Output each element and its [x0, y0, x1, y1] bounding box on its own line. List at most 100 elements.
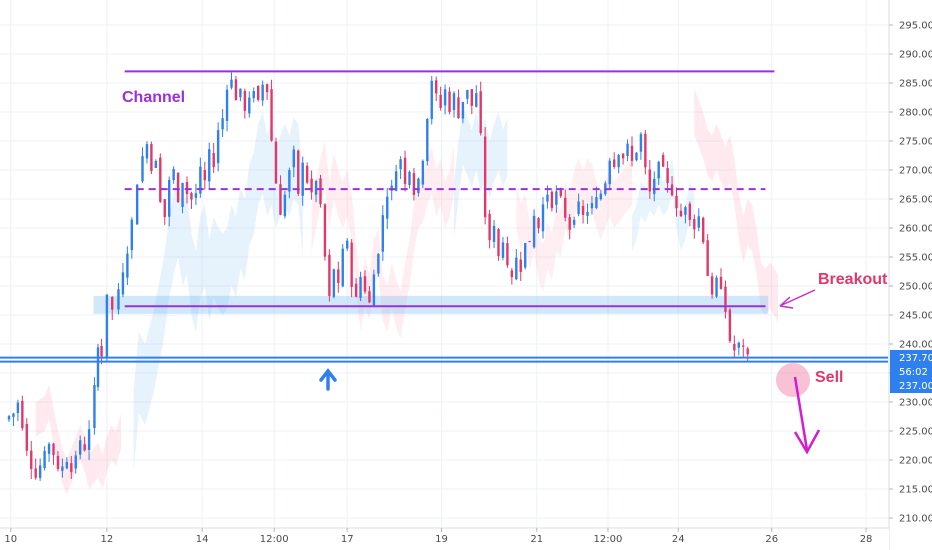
- candle-body: [105, 294, 109, 358]
- candle-body: [328, 254, 331, 296]
- candle-body: [724, 286, 727, 312]
- candle-body: [608, 160, 611, 185]
- channel-levels: [0, 70, 888, 363]
- candle-body: [288, 170, 291, 192]
- candle-body: [100, 345, 103, 357]
- candlestick-series: [7, 72, 749, 481]
- candle-body: [381, 215, 384, 252]
- time-axis-bg: [0, 528, 889, 550]
- candle-body: [466, 90, 469, 99]
- candle-body: [661, 155, 665, 167]
- time-axis[interactable]: 10 12 14 12:00 17 19 21 12:00 24 26 28: [0, 527, 889, 550]
- candle-body: [225, 89, 229, 121]
- candle-body: [537, 218, 540, 229]
- support-zone: [93, 295, 769, 314]
- candle-body: [239, 88, 242, 98]
- candle-body: [126, 253, 129, 278]
- price-tick-label: 275.00: [899, 137, 932, 148]
- cloud-band: [454, 106, 508, 240]
- price-label-box: [890, 350, 932, 393]
- candle-body: [292, 149, 295, 168]
- candle-body: [426, 118, 429, 162]
- price-tick-label: 295.00: [899, 21, 932, 32]
- candle-body: [194, 193, 198, 198]
- candle-body: [52, 443, 55, 456]
- candle-body: [439, 94, 442, 108]
- candle-body: [96, 347, 100, 388]
- candle-body: [310, 178, 313, 193]
- candle-body: [83, 444, 86, 451]
- candle-body: [252, 91, 255, 99]
- candle-body: [135, 184, 139, 225]
- candle-body: [693, 219, 696, 230]
- current-price-label: 237.70: [899, 353, 932, 364]
- time-tick-label: 12:00: [260, 534, 289, 545]
- candle-body: [412, 173, 416, 195]
- candle-body: [61, 466, 64, 471]
- candle-body: [243, 91, 247, 111]
- candle-body: [581, 205, 585, 215]
- price-tick-label: 225.00: [899, 427, 932, 438]
- candle-body: [626, 143, 629, 157]
- candle-body: [12, 413, 15, 417]
- sell-arrow-line: [793, 376, 809, 451]
- candle-body: [216, 130, 220, 164]
- time-tick-label: 24: [672, 534, 685, 545]
- candle-body: [70, 463, 73, 473]
- candle-body: [524, 243, 527, 268]
- price-tick-label: 215.00: [899, 485, 932, 496]
- candle-body: [399, 159, 402, 170]
- candle-body: [163, 199, 166, 217]
- breakout-arrow-head: [779, 296, 794, 309]
- candle-body: [168, 179, 171, 217]
- countdown-label: 56:02: [899, 367, 928, 378]
- support-zone-band: [93, 295, 769, 314]
- candle-body: [448, 91, 451, 113]
- price-axis[interactable]: 295.00 290.00 285.00 280.00 275.00 270.00 265.…: [888, 0, 932, 550]
- candle-body: [742, 345, 745, 347]
- candle-body: [639, 134, 643, 152]
- candle-body: [621, 153, 625, 159]
- candle-body: [550, 191, 554, 209]
- candle-body: [599, 193, 603, 200]
- candle-body: [117, 289, 120, 310]
- candle-body: [546, 194, 549, 202]
- candle-body: [190, 193, 193, 200]
- candle-body: [341, 248, 344, 287]
- candle-body: [461, 101, 465, 119]
- price-tick-label: 280.00: [899, 108, 932, 119]
- candle-body: [145, 144, 149, 159]
- candle-body: [34, 468, 37, 478]
- candle-body: [497, 229, 500, 257]
- candle-body: [648, 169, 651, 192]
- candle-body: [305, 165, 309, 183]
- time-tick-label: 14: [196, 534, 209, 545]
- candle-body: [506, 243, 509, 266]
- time-tick-label: 17: [341, 534, 354, 545]
- candle-body: [733, 343, 736, 351]
- candle-body: [279, 184, 282, 215]
- chart-annotations: Channel Breakout Sell: [122, 89, 888, 455]
- candle-body: [359, 276, 362, 298]
- candle-body: [38, 465, 42, 478]
- candle-body: [93, 384, 96, 429]
- candle-body: [377, 253, 380, 274]
- candle-body: [568, 217, 571, 230]
- candle-body: [394, 171, 398, 191]
- time-tick-label: 21: [530, 534, 543, 545]
- support-bounce-arrow: [319, 368, 337, 391]
- candle-body: [7, 416, 11, 420]
- candle-body: [332, 269, 336, 297]
- candle-body: [185, 182, 189, 195]
- candle-body: [43, 450, 46, 469]
- candle-body: [172, 169, 175, 181]
- candle-body: [176, 172, 180, 203]
- candle-body: [715, 277, 718, 297]
- candle-body: [435, 80, 438, 94]
- candle-body: [684, 207, 687, 215]
- candle-body: [368, 291, 371, 303]
- candle-body: [203, 170, 206, 181]
- candle-body: [159, 157, 162, 202]
- price-tick-label: 240.00: [899, 340, 932, 351]
